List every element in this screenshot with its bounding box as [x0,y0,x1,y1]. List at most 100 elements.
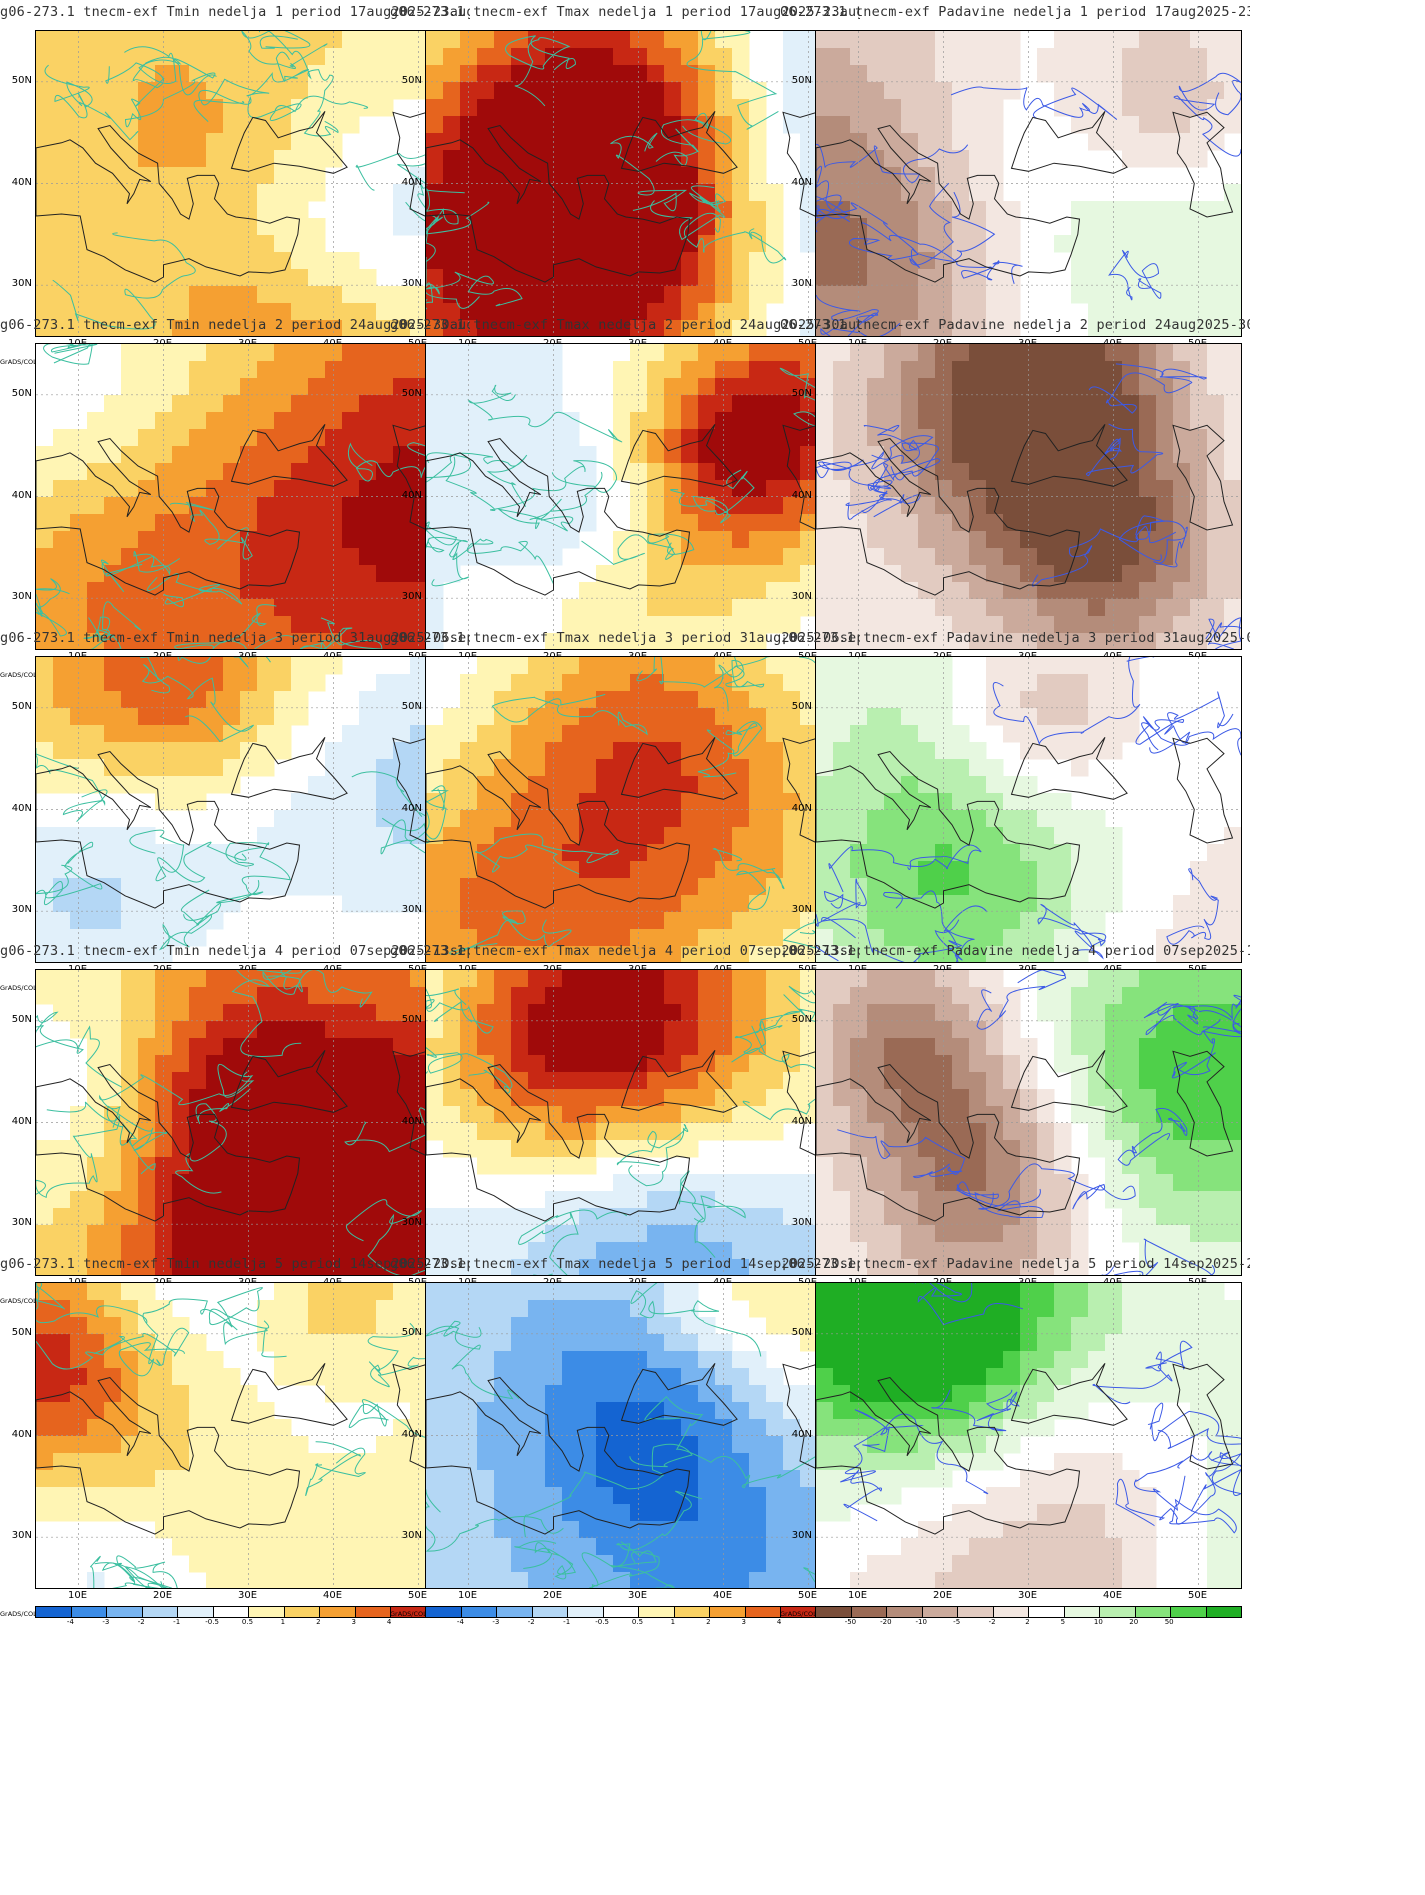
field-cell [494,150,512,168]
contour-line [475,833,619,875]
field-cell [308,446,326,464]
field-cell [664,480,682,498]
field-cell [410,286,428,304]
field-cell [36,1208,54,1226]
field-cell [291,1157,309,1175]
field-cell [138,531,156,549]
field-cell [630,395,648,413]
field-cell [1071,480,1089,498]
field-cell [1156,65,1174,83]
tmin-map-panel: g06-273.1 tnecm-exf Tmin nedelja 2 perio… [0,317,470,692]
field-cell [274,616,292,634]
field-cell [884,531,902,549]
field-cell [613,446,631,464]
field-cell [800,912,818,930]
field-cell [291,827,309,845]
field-cell [274,970,292,988]
field-cell [528,929,546,947]
field-cell [443,429,461,447]
field-cell [800,514,818,532]
field-cell [579,82,597,100]
field-cell [1139,497,1157,515]
field-cell [986,582,1004,600]
field-cell [562,1157,580,1175]
field-cell [579,269,597,287]
field-cell [918,65,936,83]
field-cell [766,674,784,692]
field-cell [833,565,851,583]
field-cell [664,184,682,202]
field-cell [511,1004,529,1022]
field-cell [647,395,665,413]
field-cell [562,725,580,743]
field-cell [596,1191,614,1209]
field-cell [393,1225,411,1243]
field-cell [800,708,818,726]
field-cell [1054,657,1072,675]
field-cell [664,582,682,600]
field-cell [579,861,597,879]
field-cell [952,599,970,617]
field-cell [884,674,902,692]
field-cell [749,759,767,777]
field-cell [901,708,919,726]
field-cell [698,252,716,270]
field-cell [426,218,444,236]
field-cell [867,286,885,304]
field-cell [426,1123,444,1141]
field-cell [308,987,326,1005]
field-cell [1054,463,1072,481]
field-cell [596,1004,614,1022]
field-cell [87,429,105,447]
field-cell [562,1106,580,1124]
field-cell [121,946,139,962]
field-cell [426,725,444,743]
field-cell [969,582,987,600]
field-cell [935,514,953,532]
field-cell [223,429,241,447]
field-cell [257,1225,275,1243]
field-cell [833,616,851,634]
field-cell [749,633,767,649]
field-cell [800,793,818,811]
field-cell [1224,269,1241,287]
field-cell [647,252,665,270]
coastline [816,437,1081,596]
field-cell [562,742,580,760]
field-cell [359,987,377,1005]
field-cell [104,1225,122,1243]
field-cell [681,929,699,947]
field-cell [1156,320,1174,336]
field-cell [681,252,699,270]
field-cell [681,878,699,896]
field-cell [918,446,936,464]
field-cell [274,201,292,219]
field-cell [494,1021,512,1039]
field-cell [274,548,292,566]
field-cell [579,133,597,151]
field-cell [528,99,546,117]
field-cell [223,235,241,253]
contour-line [431,538,555,587]
field-cell [579,184,597,202]
field-cell [698,1208,716,1226]
field-cell [850,150,868,168]
field-cell [1105,252,1123,270]
field-cell [732,184,750,202]
field-cell [884,548,902,566]
field-cell [647,463,665,481]
field-cell [189,184,207,202]
field-cell [511,691,529,709]
field-cell [1173,480,1191,498]
field-cell [1156,133,1174,151]
field-cell [172,1242,190,1260]
field-cell [511,987,529,1005]
field-cell [884,861,902,879]
field-cell [952,759,970,777]
field-cell [291,320,309,336]
field-cell [1122,429,1140,447]
field-cell [867,827,885,845]
field-cell [426,82,444,100]
field-cell [206,344,224,362]
field-cell [850,395,868,413]
